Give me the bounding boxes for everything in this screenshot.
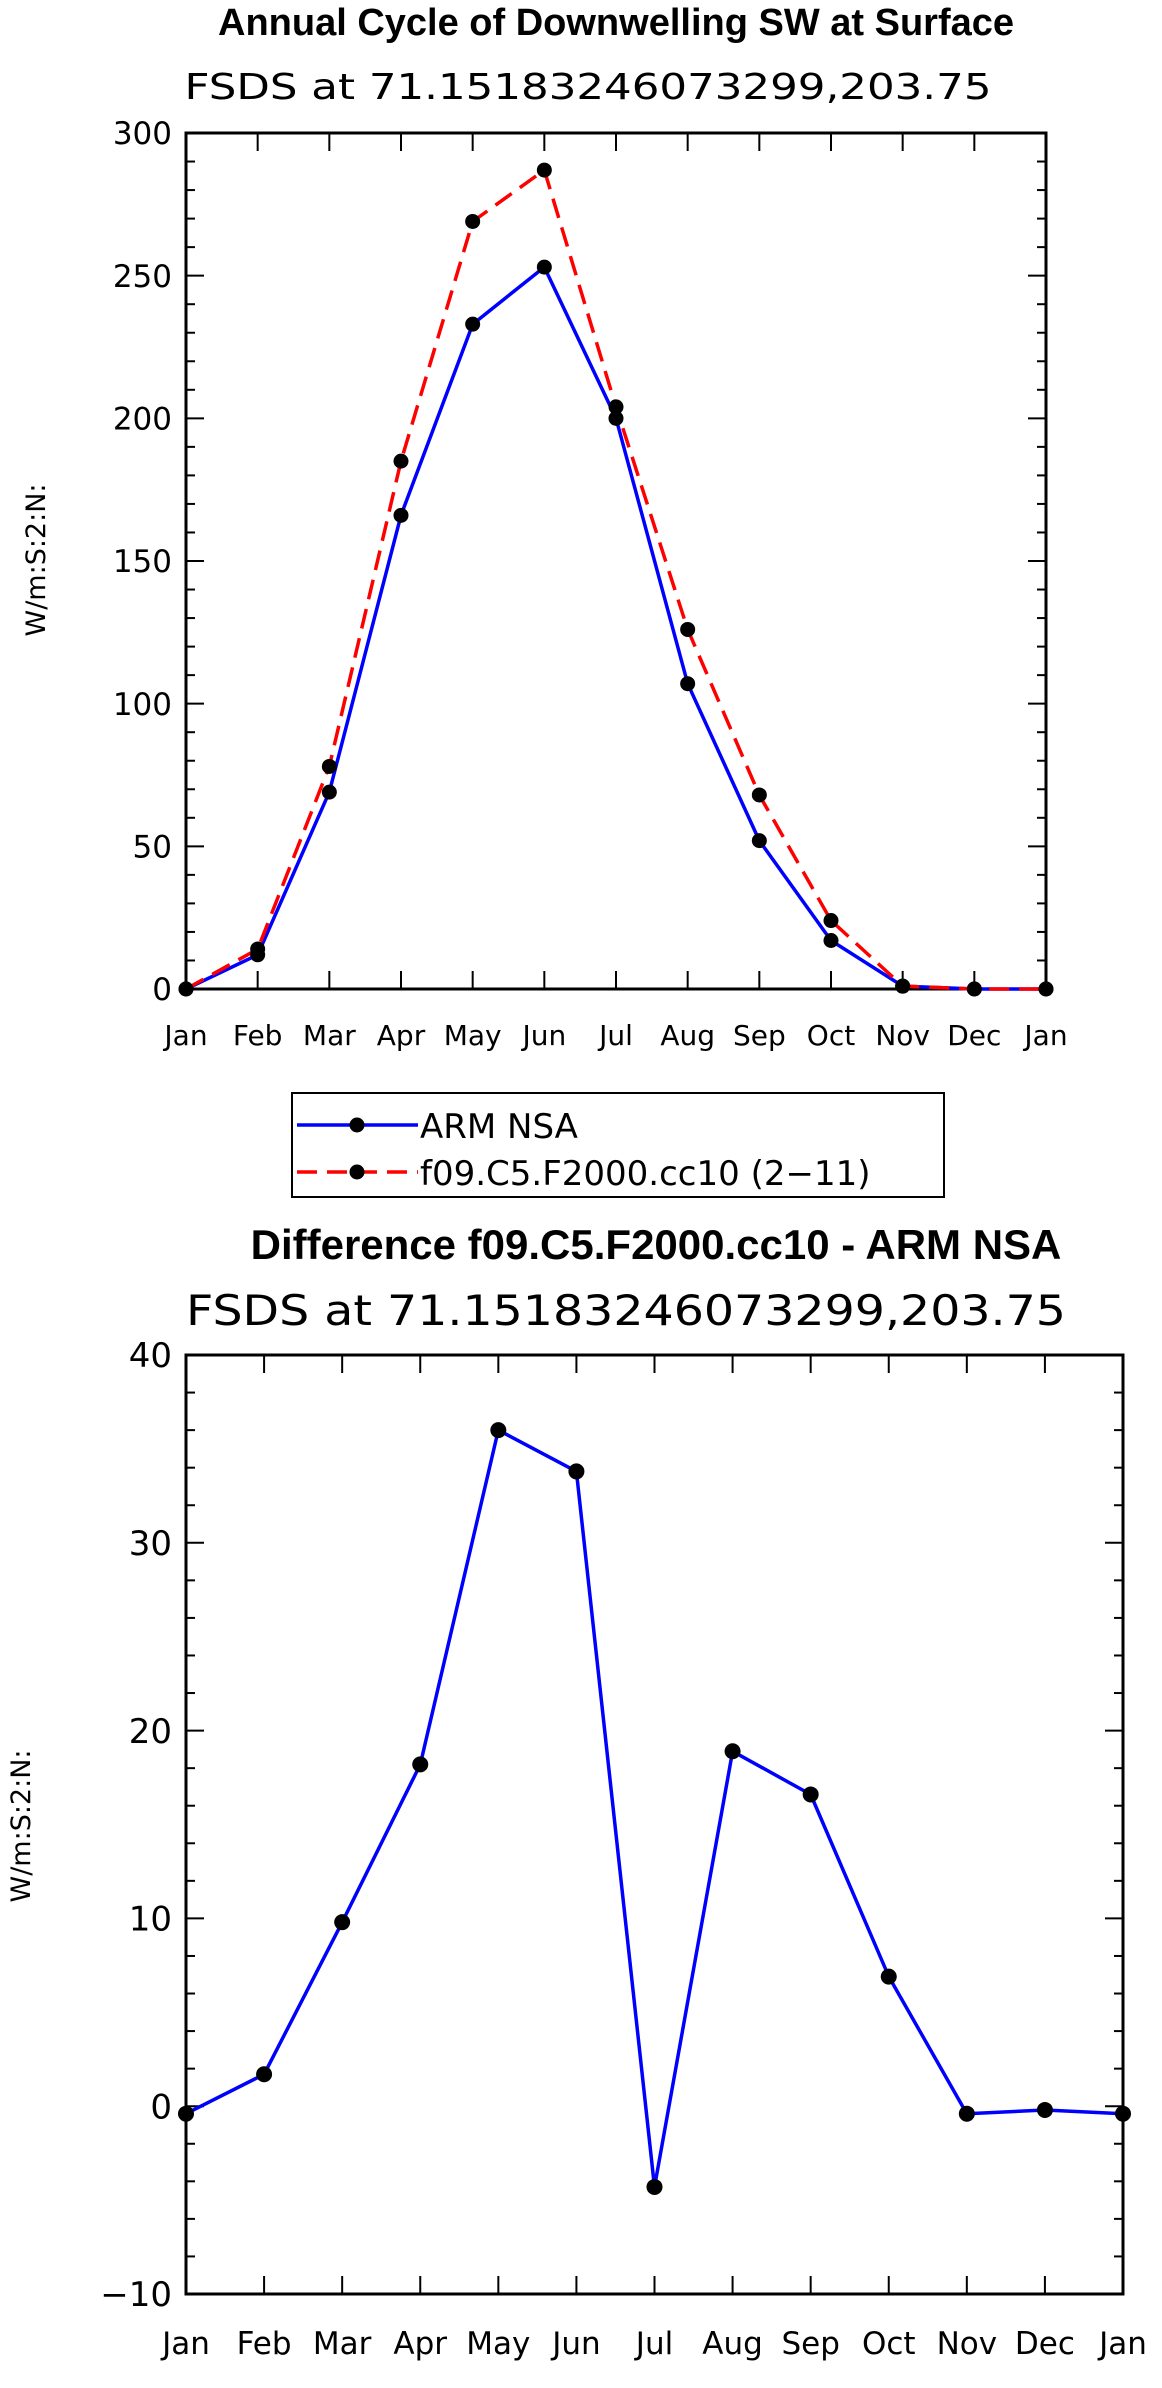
chart1-series-2-point <box>250 941 266 957</box>
chart1-y-tick-label: 100 <box>113 687 172 723</box>
chart1-series-2-point <box>178 981 194 997</box>
chart2-series-1-point <box>568 1463 585 1480</box>
chart2-series-1-point <box>334 1914 351 1931</box>
chart1-x-tick-label: Jul <box>597 1019 633 1052</box>
chart2-series-1-point <box>412 1756 429 1773</box>
chart1-y-tick-label: 0 <box>152 972 172 1008</box>
chart2-x-tick-label: Jan <box>1097 2326 1147 2362</box>
chart1-series-line-2 <box>185 168 1046 991</box>
chart1-legend: ARM NSA f09.C5.F2000.cc10 (2−11) <box>291 1092 945 1198</box>
chart2-plot-frame <box>184 1353 1125 2296</box>
chart2-series-1-point <box>802 1786 819 1803</box>
chart2-y-tick-label: 10 <box>129 1900 172 1940</box>
difference-chart: Difference f09.C5.F2000.cc10 - ARM NSA F… <box>6 1221 1147 2362</box>
chart1-y-tick-label: 50 <box>133 829 172 865</box>
chart1-series-1-point <box>465 316 481 332</box>
chart1-y-tick-label: 150 <box>113 544 172 580</box>
chart1-series-2-point <box>966 981 982 997</box>
chart1-series-1-point <box>608 410 624 426</box>
chart2-series-1-point <box>1115 2105 1131 2122</box>
chart1-series-2-point <box>536 162 552 178</box>
chart1-x-tick-label: Mar <box>303 1019 356 1052</box>
chart1-legend-box <box>291 1092 945 1198</box>
chart1-series-1-point <box>751 833 767 849</box>
chart2-subtitle: FSDS at 71.15183246073299,203.75 <box>186 1286 1066 1335</box>
chart1-series-1-point <box>393 507 409 523</box>
chart1-x-tick-label: Apr <box>377 1019 426 1052</box>
chart1-x-tick-label: Jan <box>1022 1019 1067 1052</box>
chart1-subtitle: FSDS at 71.15183246073299,203.75 <box>185 67 992 108</box>
chart2-y-axis-title: W/m:S:2:N: <box>6 1750 37 1903</box>
chart2-y-tick-label: 20 <box>129 1712 172 1752</box>
chart2-series-1-point <box>646 2178 663 2195</box>
chart1-x-tick-label: May <box>444 1019 502 1052</box>
chart2-title: Difference f09.C5.F2000.cc10 - ARM NSA <box>251 1221 1062 1268</box>
chart1-series-1-point <box>823 932 839 948</box>
chart2-x-tick-label: Nov <box>937 2326 998 2362</box>
chart1-x-tick-label: Sep <box>733 1019 786 1052</box>
chart2-x-tick-label: Aug <box>702 2326 763 2362</box>
chart1-series-line-1 <box>185 265 1046 991</box>
legend-label-arm-nsa: ARM NSA <box>420 1107 578 1147</box>
chart2-x-tick-label: Sep <box>781 2326 839 2362</box>
chart1-series-1-point <box>680 676 696 692</box>
chart2-y-tick-label: 0 <box>150 2087 172 2127</box>
chart1-title: Annual Cycle of Downwelling SW at Surfac… <box>218 2 1014 44</box>
chart1-y-tick-label: 250 <box>113 259 172 295</box>
chart1-x-tick-label: Jan <box>162 1019 207 1052</box>
chart2-x-tick-label: Apr <box>393 2326 447 2362</box>
chart2-y-tick-label: 30 <box>129 1524 172 1564</box>
chart1-series-2-point <box>321 758 337 774</box>
legend-marker-model <box>349 1164 365 1180</box>
chart2-x-tick-label: Feb <box>237 2326 292 2362</box>
chart1-series-2-point <box>895 978 911 994</box>
chart1-x-tick-label: Dec <box>947 1019 1001 1052</box>
chart1-series-1-point <box>536 259 552 275</box>
chart1-plot-frame <box>184 131 1048 991</box>
chart1-y-tick-label: 200 <box>113 401 172 437</box>
chart2-series-1-point <box>178 2105 194 2122</box>
chart1-series-2-point <box>823 913 839 929</box>
chart1-series-1-point <box>321 784 337 800</box>
chart2-x-tick-label: Mar <box>313 2326 372 2362</box>
chart1-series-2-point <box>1038 981 1054 997</box>
chart2-x-tick-label: Dec <box>1015 2326 1075 2362</box>
chart1-x-tick-label: Oct <box>807 1019 855 1052</box>
chart1-series-2-point <box>680 621 696 637</box>
chart2-series-line-1 <box>185 1428 1124 2189</box>
chart2-series-1-point <box>490 1422 507 1439</box>
chart2-x-tick-label: Oct <box>862 2326 916 2362</box>
legend-marker-arm-nsa <box>349 1117 365 1133</box>
chart2-series-1-point <box>1036 2101 1053 2118</box>
chart1-series-2-point <box>608 399 624 415</box>
chart1-series-2-point <box>751 787 767 803</box>
chart1-x-tick-label: Aug <box>660 1019 715 1052</box>
chart1-x-tick-label: Nov <box>875 1019 930 1052</box>
chart1-series-2-point <box>465 213 481 229</box>
chart2-y-tick-label: −10 <box>100 2275 172 2315</box>
chart2-series-1-point <box>880 1968 897 1985</box>
chart1-y-axis-title: W/m:S:2:N: <box>21 484 52 637</box>
chart2-y-tick-label: 40 <box>129 1336 172 1376</box>
chart2-x-tick-label: Jul <box>634 2326 673 2362</box>
chart1-y-tick-label: 300 <box>113 116 172 152</box>
chart2-series-1-point <box>958 2105 975 2122</box>
chart2-series-1-point <box>724 1743 741 1760</box>
chart2-series-1-point <box>256 2066 273 2083</box>
annual-cycle-chart: Annual Cycle of Downwelling SW at Surfac… <box>21 2 1068 1198</box>
chart1-x-tick-label: Jun <box>520 1019 566 1052</box>
chart2-x-tick-label: May <box>466 2326 530 2362</box>
chart2-x-tick-label: Jun <box>550 2326 600 2362</box>
chart1-x-tick-label: Feb <box>233 1019 283 1052</box>
chart2-x-tick-label: Jan <box>160 2326 210 2362</box>
legend-label-model: f09.C5.F2000.cc10 (2−11) <box>420 1154 870 1194</box>
chart1-series-2-point <box>393 453 409 469</box>
